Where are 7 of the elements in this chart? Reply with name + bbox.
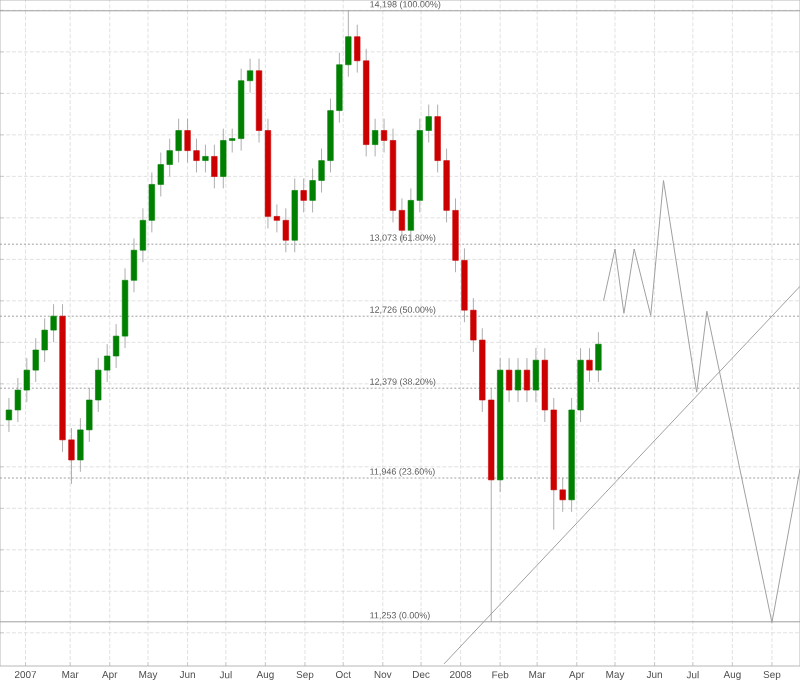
candlestick [5, 397, 13, 433]
candlestick [300, 178, 307, 213]
candlestick [372, 118, 379, 157]
candlestick [202, 144, 209, 173]
candlestick [211, 144, 218, 189]
candlestick [586, 347, 593, 383]
candlestick [595, 331, 602, 383]
